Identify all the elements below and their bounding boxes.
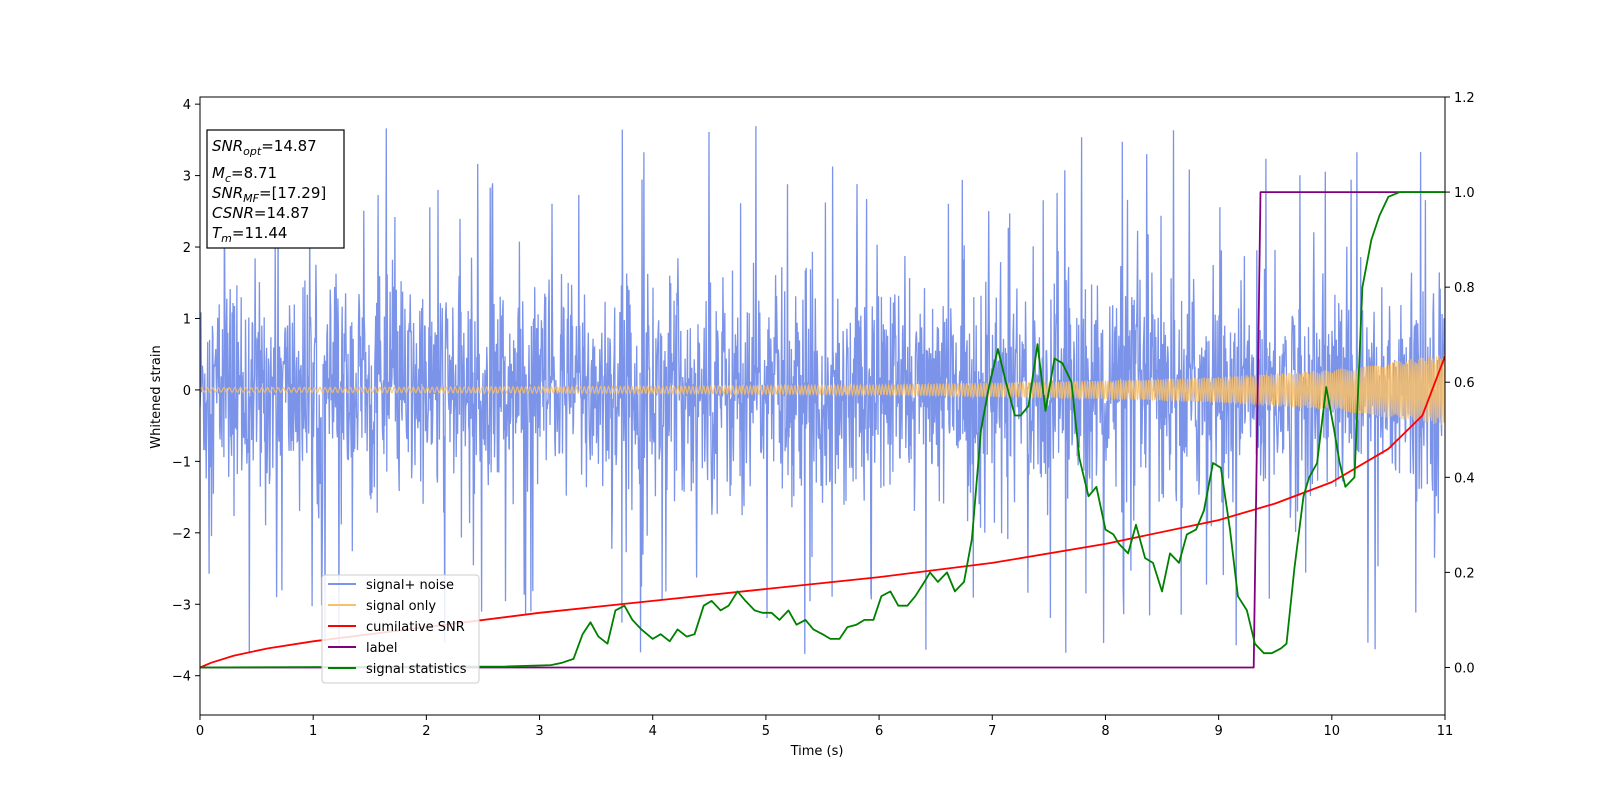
metrics-info-box: SNRopt=14.87 Mc=8.71 SNRMF=[17.29] CSNR=… bbox=[206, 129, 345, 249]
y-right-tick-label: 0.4 bbox=[1454, 471, 1475, 486]
series-signal-noise-line bbox=[200, 126, 1445, 654]
x-tick-label: 0 bbox=[196, 724, 204, 739]
y-right-tick-label: 0.8 bbox=[1454, 281, 1475, 296]
y-left-tick-label: −3 bbox=[172, 598, 191, 613]
y-left-tick-label: 3 bbox=[183, 170, 191, 185]
x-tick-label: 1 bbox=[309, 724, 317, 739]
y-left-tick-label: 2 bbox=[183, 241, 191, 256]
legend-label-label: label bbox=[366, 641, 397, 656]
axes: 0 1 2 3 4 5 6 7 8 9 10 11 −4 −3 −2 −1 0 1 2 3 4 0.0 0.2 0.4 0.6 0… bbox=[172, 91, 1475, 739]
x-tick-label: 11 bbox=[1437, 724, 1454, 739]
x-tick-label: 2 bbox=[422, 724, 430, 739]
info-snr-opt: SNRopt=14.87 bbox=[212, 137, 317, 158]
y-right-tick-label: 0.2 bbox=[1454, 566, 1475, 581]
series-label-line bbox=[200, 191, 1445, 669]
legend-label-cumulative-snr: cumilative SNR bbox=[366, 620, 465, 635]
series-group bbox=[200, 126, 1445, 669]
legend-label-signal-statistics: signal statistics bbox=[366, 662, 467, 677]
legend-label-signal-noise: signal+ noise bbox=[366, 578, 454, 593]
series-cumulative-snr-line bbox=[200, 355, 1445, 669]
y-right-tick-label: 1.2 bbox=[1454, 91, 1475, 106]
y-left-tick-label: 4 bbox=[183, 98, 191, 113]
legend: signal+ noise signal only cumilative SNR… bbox=[321, 574, 480, 684]
info-snr-mf: SNRMF=[17.29] bbox=[212, 184, 326, 205]
y-left-tick-label: −2 bbox=[172, 527, 191, 542]
y-right-tick-label: 0.6 bbox=[1454, 376, 1475, 391]
x-tick-label: 10 bbox=[1324, 724, 1341, 739]
y-left-tick-label: −4 bbox=[172, 670, 191, 685]
y-right-tick-label: 0.0 bbox=[1454, 661, 1475, 676]
y-axis-label-left: Whitened strain bbox=[149, 345, 164, 448]
info-mc: Mc=8.71 bbox=[212, 164, 277, 185]
x-tick-label: 8 bbox=[1101, 724, 1109, 739]
y-right-tick-label: 1.0 bbox=[1454, 186, 1475, 201]
x-axis-label: Time (s) bbox=[790, 744, 844, 759]
x-tick-label: 9 bbox=[1214, 724, 1222, 739]
x-tick-label: 5 bbox=[762, 724, 770, 739]
legend-frame bbox=[321, 574, 480, 684]
y-left-tick-label: −1 bbox=[172, 455, 191, 470]
y-left-tick-label: 0 bbox=[183, 384, 191, 399]
legend-label-signal-only: signal only bbox=[366, 599, 436, 614]
plot-area bbox=[200, 126, 1445, 669]
series-signal-statistics-line bbox=[200, 191, 1445, 669]
info-tm: Tm=11.44 bbox=[212, 224, 287, 245]
axes-frame bbox=[199, 96, 1446, 716]
info-csnr: CSNR=14.87 bbox=[212, 204, 309, 222]
info-box-frame bbox=[206, 129, 345, 249]
y-left-tick-label: 1 bbox=[183, 312, 191, 327]
x-tick-label: 3 bbox=[535, 724, 543, 739]
x-tick-label: 7 bbox=[988, 724, 996, 739]
x-tick-label: 6 bbox=[875, 724, 883, 739]
series-signal-only-line bbox=[200, 354, 1445, 426]
x-tick-label: 4 bbox=[649, 724, 657, 739]
